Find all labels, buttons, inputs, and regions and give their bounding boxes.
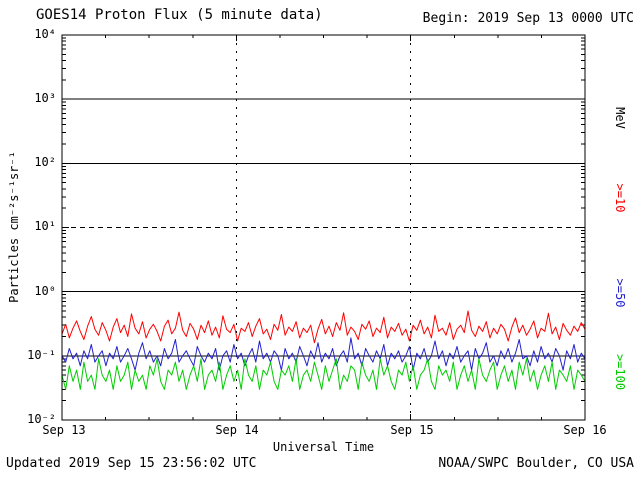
chart-title: GOES14 Proton Flux (5 minute data) [36,7,323,23]
x-tick-label: Sep 15 [390,423,434,437]
source-attribution: NOAA/SWPC Boulder, CO USA [438,456,634,471]
y-tick-label: 10⁻² [27,412,56,426]
x-tick-label: Sep 14 [215,423,259,437]
y-tick-label: 10¹ [34,219,56,233]
x-axis-label: Universal Time [272,440,375,454]
x-tick-label: Sep 16 [563,423,607,437]
y-axis-label: Particles cm⁻²s⁻¹sr⁻¹ [7,151,21,303]
y-tick-label: 10² [34,155,56,169]
y-tick-label: 10⁴ [34,27,56,41]
legend-label-ge100: >=100 [613,353,627,391]
y-tick-label: 10³ [34,91,56,105]
unit-label: MeV [613,107,627,129]
legend-label-ge50: >=50 [613,278,627,308]
y-tick-label: 10⁰ [34,284,56,298]
updated-timestamp: Updated 2019 Sep 15 23:56:02 UTC [6,456,257,471]
legend-label-ge10: >=10 [613,183,627,213]
x-tick-label: Sep 13 [42,423,86,437]
begin-time-label: Begin: 2019 Sep 13 0000 UTC [422,11,634,26]
y-tick-label: 10⁻¹ [27,348,56,362]
